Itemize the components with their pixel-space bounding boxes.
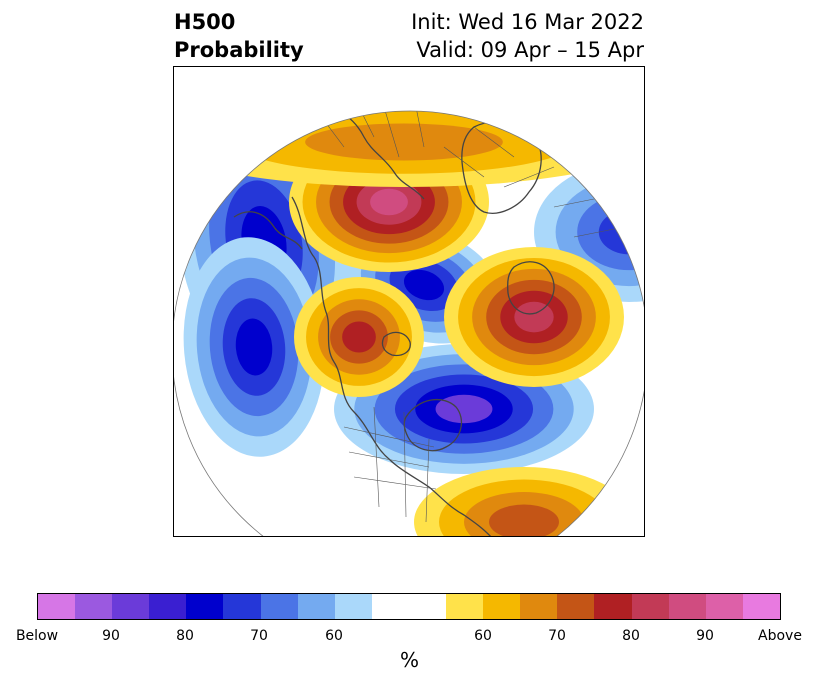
colorbar-tick-label: 80: [622, 628, 640, 644]
colorbar-tick-label: 90: [102, 628, 120, 644]
colorbar-cell: [371, 594, 409, 619]
colorbar-tick-label: Above: [758, 628, 802, 644]
colorbar-cell: [557, 594, 595, 619]
probability-map: [174, 110, 644, 536]
above-normal-contour: [489, 504, 559, 536]
border-line: [313, 111, 425, 158]
title-line-2: Probability: [174, 38, 304, 62]
colorbar-tick-label: 80: [176, 628, 194, 644]
colorbar-tick-label: 90: [696, 628, 714, 644]
colorbar-cell: [260, 594, 298, 619]
map-panel: [173, 66, 645, 537]
hudson-bay: [403, 398, 463, 452]
colorbar-cell: [483, 594, 521, 619]
colorbar-cell: [149, 594, 187, 619]
colorbar-cell: [38, 594, 76, 619]
colorbar-tick-label: Below: [15, 628, 59, 644]
colorbar-tick-label: 70: [250, 628, 268, 644]
hemisphere-edge: [174, 110, 644, 536]
hemisphere-disk: [174, 111, 644, 536]
colorbar-cell: [446, 594, 484, 619]
init-date: Init: Wed 16 Mar 2022: [411, 10, 644, 34]
north-america-coast: [291, 196, 493, 536]
colorbar-tick-label: 70: [548, 628, 566, 644]
colorbar-cell: [334, 594, 372, 619]
title-line-1: H500: [174, 10, 236, 34]
valid-date: Valid: 09 Apr – 15 Apr: [416, 38, 644, 62]
colorbar-tick-label: 60: [325, 628, 343, 644]
colorbar-cell: [705, 594, 743, 619]
above-normal-contour: [342, 321, 376, 353]
above-normal-contour: [514, 301, 554, 333]
alaska-coast: [233, 211, 303, 250]
colorbar-cell: [297, 594, 335, 619]
colorbar-cell: [223, 594, 261, 619]
colorbar-cell: [75, 594, 113, 619]
colorbar: [37, 593, 781, 620]
anomaly-layer: [174, 111, 644, 536]
colorbar-cell: [520, 594, 558, 619]
colorbar-cell: [186, 594, 224, 619]
border-line: [343, 406, 437, 523]
colorbar-cell: [742, 594, 780, 619]
colorbar-cell: [668, 594, 706, 619]
below-normal-contour: [403, 269, 445, 301]
below-normal-contour: [235, 318, 273, 376]
colorbar-tick-labels: Below 90 80 70 60 60 70 80 90 Above: [0, 628, 819, 646]
colorbar-cell: [408, 594, 447, 619]
scandinavia-coast: [507, 261, 555, 315]
colorbar-tick-label: 60: [474, 628, 492, 644]
arctic-islands: [381, 331, 411, 357]
colorbar-cell: [112, 594, 150, 619]
colorbar-cell: [594, 594, 632, 619]
colorbar-unit: %: [399, 648, 419, 672]
chart-title: H500 Probability: [174, 8, 304, 64]
below-normal-contour: [435, 394, 493, 424]
border-line: [443, 126, 625, 238]
above-normal-contour: [370, 188, 408, 216]
state-borders: [313, 111, 625, 523]
above-normal-contour: [305, 123, 503, 161]
colorbar-cell: [631, 594, 669, 619]
date-info: Init: Wed 16 Mar 2022 Valid: 09 Apr – 15…: [411, 8, 644, 64]
